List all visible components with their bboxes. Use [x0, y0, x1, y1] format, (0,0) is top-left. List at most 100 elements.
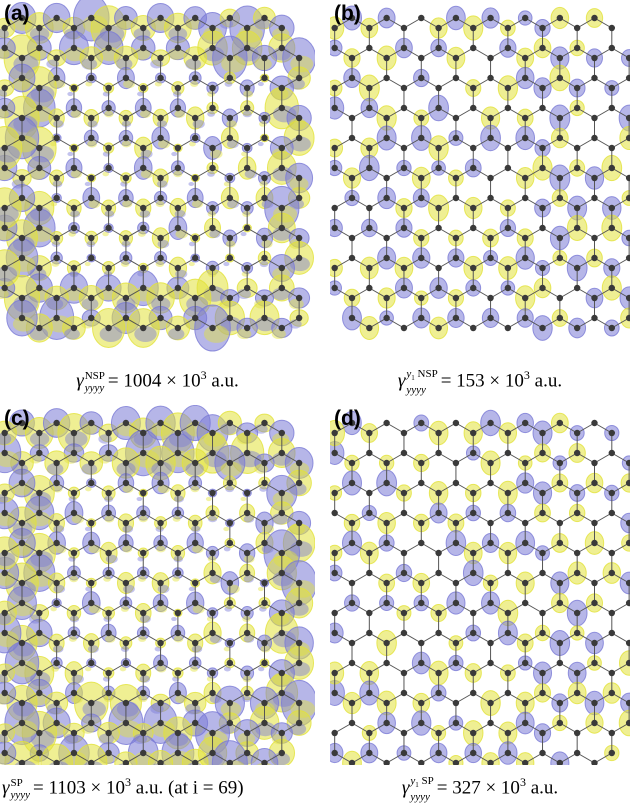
atom	[71, 285, 77, 291]
panel-d: (d) γy1 SPyyyy= 327 × 103 a.u.	[330, 405, 630, 805]
atom	[366, 730, 372, 736]
atom	[505, 85, 511, 91]
atom	[279, 630, 285, 636]
atom	[383, 195, 389, 201]
atom	[557, 55, 563, 61]
atom	[609, 165, 615, 171]
atom	[261, 660, 267, 666]
atom	[192, 700, 198, 706]
atom	[105, 205, 111, 211]
atom	[71, 670, 77, 676]
density-lobe	[85, 182, 91, 186]
atom	[522, 175, 528, 181]
density-lobe	[223, 527, 229, 531]
atom	[175, 165, 181, 171]
atom	[418, 175, 424, 181]
atom	[487, 660, 493, 666]
atom	[522, 700, 528, 706]
atom	[1, 450, 7, 456]
atom	[574, 730, 580, 736]
atom	[140, 165, 146, 171]
density-lobe	[208, 516, 217, 523]
atom	[71, 325, 77, 331]
atom	[140, 25, 146, 31]
density-lobe	[138, 576, 146, 582]
atom	[609, 45, 615, 51]
atom	[123, 520, 129, 526]
atom	[401, 730, 407, 736]
atom	[192, 315, 198, 321]
atom	[175, 85, 181, 91]
density-lobe	[85, 667, 91, 672]
atom	[157, 540, 163, 546]
atom	[209, 550, 215, 556]
atom	[487, 460, 493, 466]
density-lobe	[85, 487, 92, 492]
atom	[574, 145, 580, 151]
atom	[418, 660, 424, 666]
atom	[175, 265, 181, 271]
atom	[19, 600, 25, 606]
atom	[261, 115, 267, 121]
atom	[383, 640, 389, 646]
atom	[296, 115, 302, 121]
atom	[366, 225, 372, 231]
atom	[296, 660, 302, 666]
atom	[591, 640, 597, 646]
atom	[261, 235, 267, 241]
density-lobe	[190, 81, 198, 87]
atom	[557, 315, 563, 321]
density-lobe	[157, 605, 167, 612]
atom	[331, 225, 337, 231]
atom	[71, 165, 77, 171]
atom	[19, 580, 25, 586]
atom	[522, 295, 528, 301]
atom	[539, 510, 545, 516]
subscript: yyyy	[85, 382, 105, 394]
density-lobe	[173, 91, 181, 97]
atom	[140, 510, 146, 516]
atom	[105, 430, 111, 436]
atom	[140, 750, 146, 756]
atom	[626, 640, 630, 646]
atom	[470, 750, 476, 756]
atom	[591, 75, 597, 81]
atom	[36, 670, 42, 676]
atom	[557, 420, 563, 426]
density-lobe	[260, 645, 270, 652]
atom	[261, 15, 267, 21]
atom	[53, 75, 59, 81]
atom	[279, 510, 285, 516]
density-lobe	[189, 242, 195, 247]
density-lobe	[140, 675, 151, 683]
atom	[105, 265, 111, 271]
atom	[19, 315, 25, 321]
atom	[71, 265, 77, 271]
atom	[157, 75, 163, 81]
atom	[1, 105, 7, 111]
density-lobe	[54, 585, 65, 593]
atom	[487, 75, 493, 81]
atom	[557, 600, 563, 606]
density-lobe	[192, 645, 203, 653]
density-lobe	[138, 636, 146, 642]
atom	[401, 85, 407, 91]
atom	[470, 430, 476, 436]
atom	[539, 570, 545, 576]
atom	[331, 670, 337, 676]
atom	[175, 105, 181, 111]
atom	[1, 610, 7, 616]
atom	[53, 700, 59, 706]
atom	[279, 610, 285, 616]
atom	[453, 580, 459, 586]
atom	[453, 75, 459, 81]
atom	[574, 105, 580, 111]
density-lobe	[156, 201, 165, 207]
atom	[435, 85, 441, 91]
atom	[470, 205, 476, 211]
atom	[71, 450, 77, 456]
atom	[279, 105, 285, 111]
atom	[366, 670, 372, 676]
atom	[435, 630, 441, 636]
density-lobe	[69, 496, 77, 502]
